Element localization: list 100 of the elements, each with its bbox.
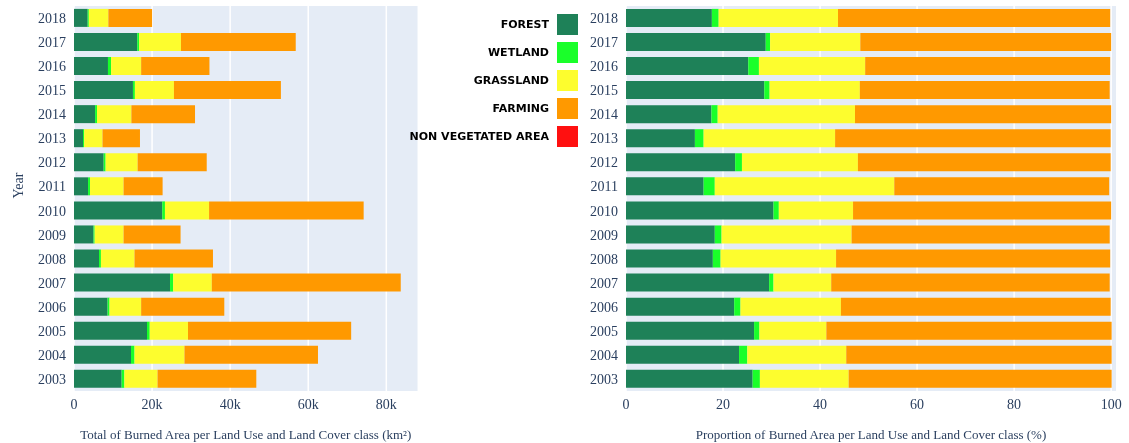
bar [854, 105, 1112, 124]
legend-label: WETLAND [487, 46, 549, 59]
bar [840, 297, 1111, 316]
bar [211, 273, 401, 292]
bar [773, 273, 832, 292]
bar [74, 8, 88, 27]
x-tick-label: 40 [813, 396, 828, 412]
bar [754, 321, 760, 340]
y-tick-label: 2012 [38, 155, 66, 171]
bar [102, 129, 140, 148]
bar [173, 273, 212, 292]
bar [162, 201, 165, 220]
bar [714, 225, 722, 244]
bar [826, 321, 1112, 340]
bar [187, 321, 352, 340]
bar [748, 57, 759, 76]
bar [147, 321, 150, 340]
bar [626, 345, 740, 364]
y-tick-label: 2004 [590, 347, 618, 363]
y-tick-label: 2011 [590, 179, 618, 195]
y-tick-label: 2016 [590, 59, 618, 75]
bar [626, 297, 735, 316]
y-tick-label: 2004 [38, 347, 66, 363]
y-tick-label: 2003 [38, 371, 66, 387]
bar [139, 32, 181, 51]
bar [74, 177, 89, 196]
bar [721, 225, 852, 244]
bar [770, 32, 861, 51]
bar [720, 249, 837, 268]
bar [835, 129, 1111, 148]
bar [88, 8, 109, 27]
bar [734, 297, 741, 316]
bar [694, 129, 704, 148]
x-axis-title: Proportion of Burned Area per Land Use and Land Cover class (%) [695, 427, 1047, 442]
bar [123, 225, 181, 244]
bar [84, 129, 103, 148]
bar [836, 249, 1111, 268]
bar [626, 81, 765, 100]
bar [74, 129, 83, 148]
bar [137, 153, 207, 172]
y-tick-label: 2010 [590, 203, 618, 219]
x-tick-label: 80 [1007, 396, 1022, 412]
bar [134, 81, 174, 100]
legend-label: NON VEGETATED AREA [409, 130, 549, 143]
bar [134, 249, 213, 268]
bar [739, 345, 748, 364]
bar [74, 369, 122, 388]
bar [105, 153, 138, 172]
y-tick-label: 2010 [38, 203, 66, 219]
y-tick-label: 2007 [38, 275, 66, 291]
bar [111, 57, 142, 76]
bar [711, 8, 719, 27]
bar [149, 321, 188, 340]
bar [164, 201, 210, 220]
y-tick-label: 2013 [590, 131, 618, 147]
bar [626, 321, 755, 340]
bar [626, 105, 712, 124]
bar [765, 32, 771, 51]
bar [74, 273, 171, 292]
bar [857, 153, 1111, 172]
y-tick-label: 2017 [38, 35, 66, 51]
y-tick-label: 2014 [590, 107, 618, 123]
x-tick-label: 60 [910, 396, 925, 412]
y-tick-label: 2009 [38, 227, 66, 243]
y-tick-label: 2006 [38, 299, 66, 315]
bar [97, 105, 132, 124]
legend-label: GRASSLAND [473, 74, 549, 87]
bar [712, 249, 721, 268]
x-tick-label: 0 [70, 396, 78, 412]
y-tick-label: 2007 [590, 275, 618, 291]
y-tick-label: 2011 [38, 179, 66, 195]
bar [74, 249, 99, 268]
bar [173, 81, 281, 100]
y-tick-label: 2018 [590, 11, 618, 26]
bar [859, 81, 1110, 100]
bar [735, 153, 742, 172]
y-tick-label: 2015 [38, 83, 66, 99]
bar [157, 369, 257, 388]
bar [131, 345, 135, 364]
bar [848, 369, 1112, 388]
bar [717, 105, 855, 124]
bar [626, 201, 774, 220]
bar [74, 105, 96, 124]
y-tick-label: 2016 [38, 59, 66, 75]
bar [170, 273, 174, 292]
bar [107, 57, 112, 76]
x-tick-label: 0 [622, 396, 630, 412]
bar [134, 345, 185, 364]
bar [860, 32, 1112, 51]
bar [74, 345, 131, 364]
y-tick-label: 2017 [590, 35, 618, 51]
x-tick-label: 40k [219, 396, 241, 412]
bar [626, 225, 715, 244]
bar [74, 225, 94, 244]
bar [711, 105, 718, 124]
y-tick-label: 2008 [38, 251, 66, 267]
bar [703, 177, 715, 196]
y-axis-title: Year [10, 172, 26, 199]
bar [865, 57, 1111, 76]
y-tick-label: 2008 [590, 251, 618, 267]
